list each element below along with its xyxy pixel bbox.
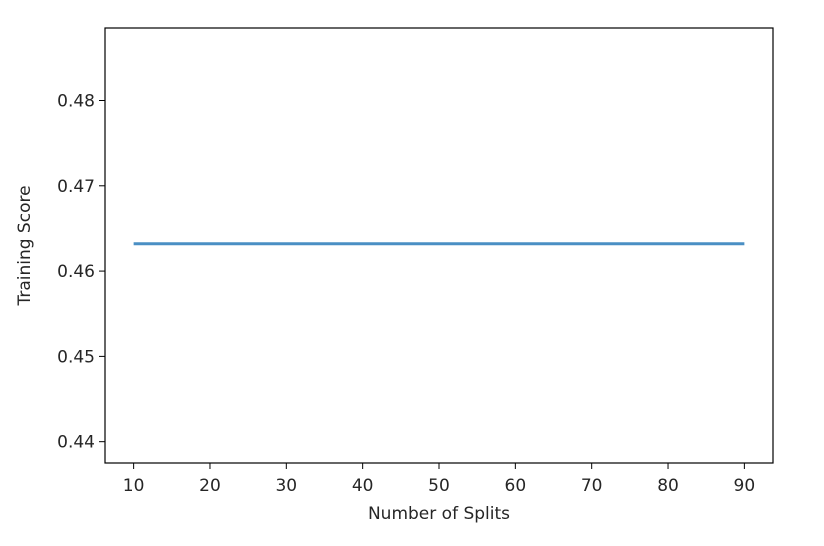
y-tick-label: 0.46 [57, 262, 95, 282]
y-axis-ticks: 0.44 0.45 0.46 0.47 0.48 [57, 92, 105, 453]
x-tick-label: 70 [581, 476, 603, 496]
x-tick-label: 50 [428, 476, 450, 496]
y-tick-label: 0.44 [57, 433, 95, 453]
x-axis-ticks: 10 20 30 40 50 60 70 80 90 [123, 463, 755, 496]
x-axis-label: Number of Splits [368, 504, 510, 524]
x-tick-label: 40 [352, 476, 374, 496]
x-tick-label: 10 [123, 476, 145, 496]
x-tick-label: 20 [199, 476, 221, 496]
y-tick-label: 0.47 [57, 177, 95, 197]
x-tick-label: 90 [734, 476, 756, 496]
x-tick-label: 30 [275, 476, 297, 496]
x-tick-label: 80 [657, 476, 679, 496]
y-tick-label: 0.48 [57, 92, 95, 112]
y-axis-label: Training Score [15, 185, 35, 306]
y-tick-label: 0.45 [57, 347, 95, 367]
x-tick-label: 60 [505, 476, 527, 496]
